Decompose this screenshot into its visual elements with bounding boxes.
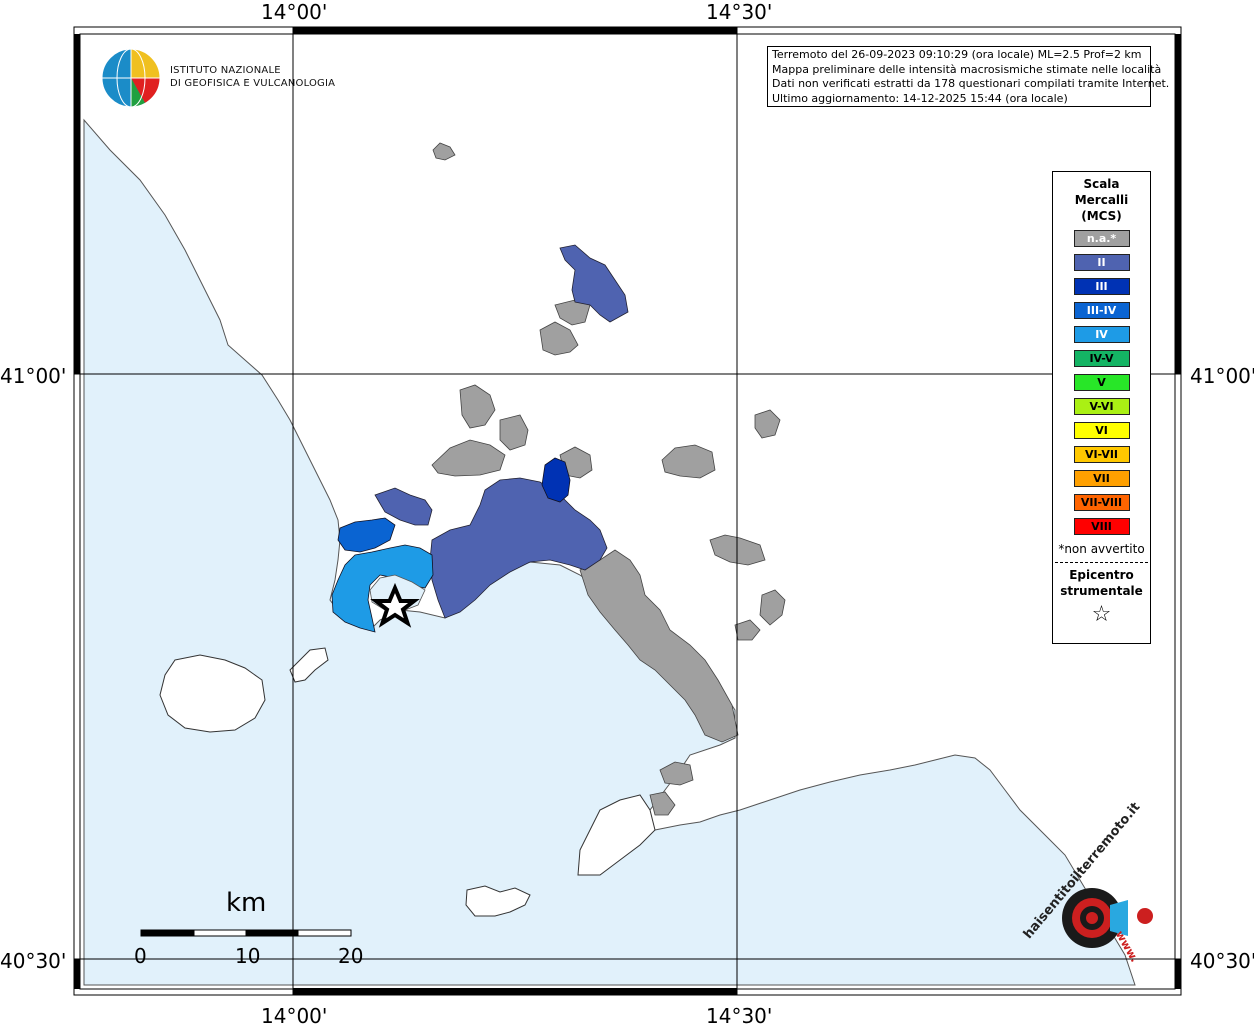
legend-items: n.a.* II III III-IV IV IV-V V V-VI VI VI-VII VII VI…: [1053, 230, 1150, 535]
legend-epicenter-line1: Epicentro: [1069, 568, 1134, 582]
event-info-line3: Dati non verificati estratti da 178 ques…: [772, 77, 1170, 90]
graticule: [74, 27, 1181, 995]
legend-item: III-IV: [1073, 302, 1130, 319]
lon-label-top-14-00: 14°00': [261, 0, 328, 24]
lat-label-right-40-30: 40°30': [1190, 949, 1254, 973]
legend-note: *non avvertito: [1058, 542, 1145, 556]
iii-municipality: [541, 457, 571, 503]
lat-label-left-40-30: 40°30': [0, 949, 67, 973]
ii-municipalities: [374, 244, 629, 619]
scale-tick-0: 0: [134, 944, 147, 968]
event-info-box: Terremoto del 26-09-2023 09:10:29 (ora l…: [767, 46, 1170, 107]
scale-tick-10: 10: [235, 944, 261, 968]
iii-iv-municipality: [337, 517, 396, 553]
legend-title-line3: (MCS): [1081, 209, 1122, 223]
sorrento-peninsula: [577, 794, 656, 876]
legend-item: VII-VIII: [1073, 494, 1130, 511]
legend-epicenter-label: Epicentro strumentale: [1053, 567, 1150, 599]
scale-unit: km: [226, 888, 267, 918]
procida-island: [289, 647, 329, 683]
legend-separator: [1055, 562, 1148, 563]
capri-island: [465, 885, 531, 917]
lat-label-right-41-00: 41°00': [1190, 364, 1254, 388]
lon-label-bottom-14-00: 14°00': [261, 1004, 328, 1028]
legend-title-line1: Scala: [1083, 177, 1120, 191]
legend-item: VII: [1073, 470, 1130, 487]
lon-label-top-14-30: 14°30': [706, 0, 773, 24]
event-info-line4: Ultimo aggiornamento: 14-12-2025 15:44 (…: [772, 91, 1068, 105]
event-info-line2: Mappa preliminare delle intensità macros…: [772, 62, 1162, 76]
legend-title: Scala Mercalli (MCS): [1053, 176, 1150, 224]
lon-label-bottom-14-30: 14°30': [706, 1004, 773, 1028]
legend-item: II: [1073, 254, 1130, 271]
legend-item: VI: [1073, 422, 1130, 439]
legend-item: VI-VII: [1073, 446, 1130, 463]
ingv-logo-text: ISTITUTO NAZIONALE DI GEOFISICA E VULCAN…: [170, 64, 335, 90]
legend-item: IV: [1073, 326, 1130, 343]
legend-item: IV-V: [1073, 350, 1130, 367]
scale-tick-20: 20: [338, 944, 364, 968]
legend-item: V-VI: [1073, 398, 1130, 415]
ingv-logo-line1: ISTITUTO NAZIONALE: [170, 65, 281, 76]
hsit-logo-icon: [1062, 888, 1153, 948]
ingv-logo-line2: DI GEOFISICA E VULCANOLOGIA: [170, 78, 336, 89]
intensity-legend: Scala Mercalli (MCS) n.a.* II III III-IV IV I…: [1052, 171, 1151, 644]
legend-item: III: [1073, 278, 1130, 295]
legend-star-icon: ☆: [1091, 602, 1112, 627]
epicenter-star: [370, 582, 420, 628]
event-info-line1: Terremoto del 26-09-2023 09:10:29 (ora l…: [772, 48, 1142, 61]
legend-item: n.a.*: [1073, 230, 1130, 247]
lat-label-left-41-00: 41°00': [0, 364, 67, 388]
frame-ticks: [74, 27, 1181, 995]
legend-title-line2: Mercalli: [1074, 193, 1129, 207]
legend-item: V: [1073, 374, 1130, 391]
ischia-island: [159, 654, 266, 733]
scale-bar: [140, 929, 352, 937]
legend-item: VIII: [1073, 518, 1130, 535]
legend-epicenter-line2: strumentale: [1060, 584, 1143, 598]
ingv-logo-icon: [101, 48, 161, 108]
